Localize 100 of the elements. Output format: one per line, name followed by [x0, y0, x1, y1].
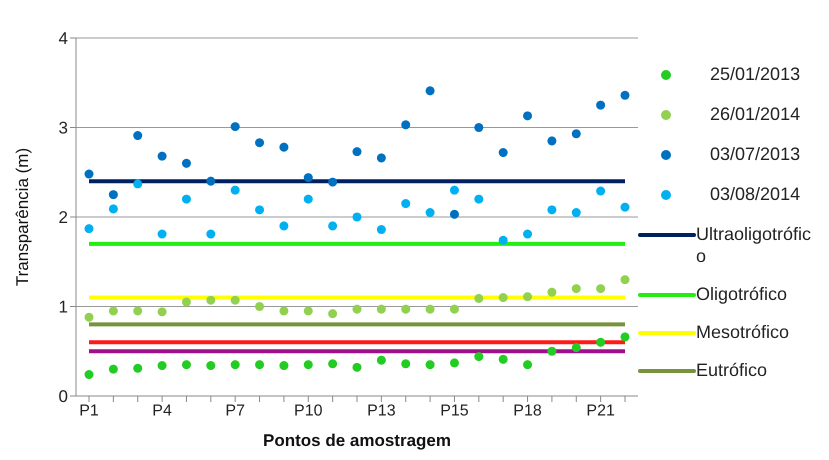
point — [328, 359, 338, 368]
point — [376, 304, 386, 314]
point — [230, 296, 240, 305]
y-axis-title: Transparência (m) — [13, 148, 32, 286]
point — [572, 284, 581, 294]
point — [450, 210, 459, 219]
point — [304, 194, 313, 204]
legend-label: Ultraoligotrófico — [696, 223, 812, 267]
point — [84, 170, 94, 179]
point — [182, 360, 191, 370]
point — [182, 298, 191, 307]
legend-label: Oligotrófico — [696, 283, 788, 305]
point — [182, 158, 191, 168]
point — [108, 306, 118, 316]
y-tick-label: 3 — [58, 118, 68, 138]
point — [376, 225, 386, 234]
point — [255, 360, 264, 370]
point — [547, 288, 556, 297]
point — [255, 138, 264, 148]
y-tick-label: 1 — [58, 298, 68, 317]
point — [255, 302, 264, 312]
point — [206, 296, 216, 305]
point — [401, 304, 410, 314]
point — [255, 205, 264, 214]
legend-label: Mesotrófico — [696, 321, 790, 343]
point — [523, 292, 532, 302]
point — [474, 352, 484, 362]
point — [596, 186, 606, 196]
point — [206, 176, 216, 186]
point — [596, 284, 606, 294]
point — [328, 309, 338, 318]
point — [523, 111, 532, 120]
point — [84, 224, 94, 234]
point — [450, 186, 459, 195]
point — [230, 122, 240, 132]
point — [426, 86, 435, 96]
point — [108, 190, 118, 200]
y-tick-label: 0 — [58, 387, 68, 406]
point — [352, 212, 362, 222]
y-tick-label: 4 — [58, 29, 68, 48]
point — [84, 370, 94, 380]
point — [133, 179, 142, 188]
point — [328, 221, 338, 230]
point — [279, 361, 288, 370]
legend-label: 26/01/2014 — [709, 103, 800, 125]
point — [158, 152, 167, 161]
point — [304, 306, 313, 316]
point — [401, 199, 410, 208]
point — [108, 204, 118, 214]
legend-label: 03/08/2014 — [709, 183, 800, 205]
point — [401, 120, 410, 130]
x-tick-label: P18 — [513, 402, 542, 420]
point — [328, 178, 338, 187]
point — [230, 186, 240, 195]
point — [158, 307, 167, 316]
legend-label: 25/01/2013 — [709, 63, 800, 85]
x-axis-title: Pontos de amostragem — [263, 431, 451, 450]
point — [450, 304, 459, 314]
point — [620, 202, 630, 212]
point — [108, 364, 118, 374]
point — [182, 194, 191, 204]
point — [230, 360, 240, 370]
point — [547, 136, 556, 146]
point — [474, 194, 484, 204]
point — [596, 100, 606, 110]
point — [304, 360, 313, 370]
point — [572, 129, 581, 138]
point — [206, 230, 216, 239]
point — [401, 359, 410, 368]
point — [547, 346, 556, 356]
x-tick-label: P7 — [225, 402, 246, 420]
y-tick-label: 2 — [58, 208, 68, 228]
point — [279, 306, 288, 316]
point — [279, 142, 288, 152]
point — [352, 304, 362, 314]
point — [352, 147, 362, 156]
point — [498, 236, 508, 245]
point — [133, 364, 142, 373]
x-tick-label: P13 — [367, 402, 396, 420]
point — [498, 148, 508, 158]
point — [620, 275, 630, 284]
point — [523, 360, 532, 370]
point — [572, 208, 581, 218]
point — [352, 362, 362, 372]
point — [158, 230, 167, 239]
point — [498, 354, 508, 364]
point — [279, 221, 288, 230]
x-tick-label: P1 — [79, 402, 99, 420]
point — [158, 361, 167, 370]
point — [498, 293, 508, 302]
point — [426, 304, 435, 314]
point — [474, 122, 484, 132]
point — [133, 131, 142, 140]
point — [426, 208, 435, 218]
x-tick-label: P4 — [152, 402, 172, 420]
point — [376, 153, 386, 162]
x-tick-label: P15 — [440, 402, 469, 420]
legend-label: 03/07/2013 — [709, 143, 800, 165]
point — [620, 90, 630, 100]
point — [376, 356, 386, 365]
